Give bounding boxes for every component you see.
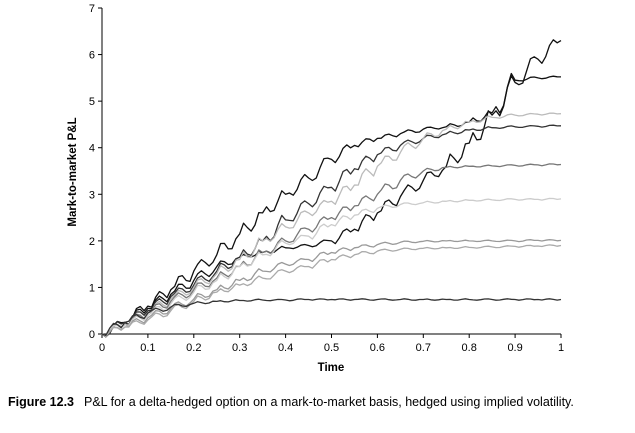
x-tick-label: 0.7 bbox=[416, 342, 431, 354]
caption-text: P&L for a delta-hedged option on a mark-… bbox=[84, 395, 574, 409]
series-line bbox=[101, 298, 562, 337]
x-tick-label: 0 bbox=[99, 342, 105, 354]
x-tick-label: 0.4 bbox=[278, 342, 293, 354]
x-tick-label: 0.8 bbox=[462, 342, 477, 354]
series-lines bbox=[101, 39, 562, 338]
y-tick-label: 6 bbox=[89, 50, 95, 62]
chart: 0 1 2 3 4 5 6 7 0 0.1 0.2 0.3 0.4 0.5 0.6 0.7 0.8 0.9 1 Ma… bbox=[67, 3, 564, 374]
x-tick-label: 0.3 bbox=[232, 342, 247, 354]
series-line bbox=[101, 124, 562, 338]
y-axis-label: Mark-to-market P&L bbox=[67, 117, 79, 226]
y-tick-label: 5 bbox=[89, 96, 95, 108]
x-tick-label: 0.6 bbox=[370, 342, 385, 354]
series-line bbox=[101, 72, 562, 338]
y-tick-label: 4 bbox=[89, 143, 95, 155]
x-tick-label: 0.5 bbox=[324, 342, 339, 354]
series-line bbox=[101, 112, 562, 338]
axes bbox=[98, 7, 562, 338]
tick-labels: 0 1 2 3 4 5 6 7 0 0.1 0.2 0.3 0.4 0.5 0.6 0.7 0.8 0.9 1 bbox=[89, 3, 564, 354]
y-tick-label: 3 bbox=[89, 189, 95, 201]
series-line bbox=[101, 39, 562, 338]
y-tick-label: 2 bbox=[89, 236, 95, 248]
y-tick-label: 7 bbox=[89, 3, 95, 15]
y-tick-label: 1 bbox=[89, 282, 95, 294]
series-line bbox=[101, 163, 562, 337]
series-line bbox=[101, 239, 562, 337]
x-tick-label: 0.2 bbox=[186, 342, 201, 354]
x-tick-label: 0.9 bbox=[507, 342, 522, 354]
x-axis-label: Time bbox=[318, 362, 345, 374]
caption-label: Figure 12.3 bbox=[8, 395, 74, 409]
x-tick-label: 1 bbox=[558, 342, 564, 354]
y-tick-label: 0 bbox=[89, 329, 95, 341]
x-tick-label: 0.1 bbox=[140, 342, 155, 354]
series-line bbox=[101, 197, 562, 337]
figure-caption: Figure 12.3 P&L for a delta-hedged option… bbox=[8, 394, 628, 411]
